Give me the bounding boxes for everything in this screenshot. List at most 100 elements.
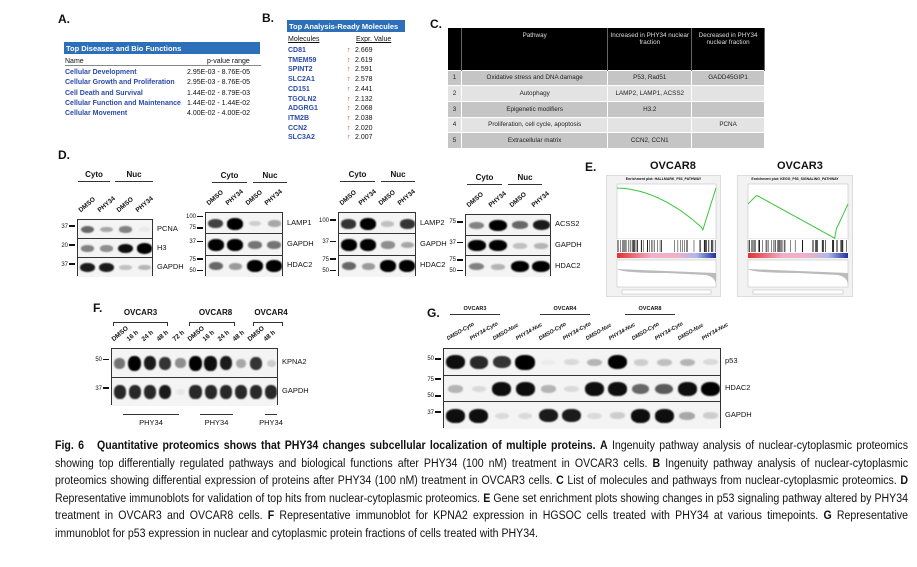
protein-band (655, 409, 674, 423)
protein-band (489, 220, 507, 231)
expr-value: 2.038 (355, 115, 373, 122)
panel-label-b: B. (262, 11, 274, 25)
protein-band (100, 245, 113, 251)
protein-label: GAPDH (555, 240, 582, 249)
gsea-chart (607, 176, 722, 298)
protein-band (265, 385, 277, 399)
caption-panel-text: Representative immunoblots for validatio… (55, 491, 480, 505)
up-arrow-icon: ↑ (347, 57, 351, 64)
protein-band (678, 382, 697, 396)
protein-label: HDAC2 (420, 260, 445, 269)
expr-value: 2.578 (355, 76, 373, 83)
group-nuc-d3: Nuc (381, 170, 415, 182)
increased-molecules: LAMP2, LAMP1, ACSS2 (608, 86, 692, 102)
pathway-row: 1 Oxidative stress and DNA damage P53, Rad… (448, 70, 765, 86)
caption-panel-text: List of molecules and pathways from nucl… (567, 473, 896, 487)
panel-b-column-headers: Molecules Expr. Value (288, 36, 320, 43)
protein-band (657, 359, 672, 366)
expr-value: 2.020 (355, 125, 373, 132)
p-value-range: 2.95E-03 - 8.76E-05 (187, 79, 250, 86)
protein-band (248, 241, 262, 249)
mw-marker: 50 (443, 268, 463, 274)
pathway-name: Proliferation, cell cycle, apoptosis (461, 117, 607, 133)
protein-band (267, 241, 281, 249)
protein-band (448, 385, 463, 393)
lane-label: DMSO (77, 196, 96, 214)
panel-label-a: A. (58, 12, 70, 26)
protein-band (144, 356, 156, 370)
protein-band (608, 382, 627, 396)
protein-band (119, 265, 131, 270)
protein-band (541, 360, 555, 366)
protein-band (516, 382, 535, 396)
blot-row (78, 220, 152, 239)
caption-panel-letter: D (900, 473, 908, 487)
protein-band (189, 385, 201, 399)
protein-band (205, 385, 217, 399)
lane-label: 72 h (171, 329, 185, 343)
protein-band (489, 240, 507, 251)
expr-value-column-header: Expr. Value (356, 36, 391, 43)
column-header (448, 28, 462, 70)
protein-label: LAMP1 (287, 218, 312, 227)
caption-panel-letter: G (823, 508, 831, 522)
expr-value: 2.132 (355, 96, 373, 103)
mw-marker: 75 (443, 219, 463, 225)
protein-band (266, 260, 282, 272)
protein-band (533, 220, 550, 230)
lane-label: DMSO (247, 325, 266, 343)
protein-band (144, 385, 156, 399)
mw-marker: 50 (89, 357, 109, 363)
lane-label: PHY34 (530, 190, 550, 209)
molecule-row: ADGRG1 ↑ 2.068 (288, 105, 318, 112)
gsea-chart (738, 176, 854, 298)
column-header: Increased in PHY34 nuclear fraction (608, 28, 692, 70)
lane-label: PHY34 (225, 188, 245, 207)
protein-band (585, 382, 604, 396)
protein-label: GAPDH (725, 410, 752, 419)
protein-band (469, 409, 488, 423)
up-arrow-icon: ↑ (347, 86, 351, 93)
protein-band (341, 239, 357, 251)
panel-label-g: G. (427, 306, 440, 320)
group-ovcar8-f: OVCAR8 (188, 308, 243, 319)
blot-row (339, 256, 415, 277)
blot-row (206, 234, 282, 255)
immunoblot-d2 (205, 212, 283, 276)
disease-function-row: Cellular Function and Maintenance 1.44E-0… (65, 100, 181, 107)
protein-band (267, 360, 277, 367)
p-value-range: 4.00E-02 - 4.00E-02 (187, 110, 250, 117)
molecule-row: TGOLN2 ↑ 2.132 (288, 96, 316, 103)
protein-band (176, 389, 185, 395)
protein-band (250, 385, 262, 399)
up-arrow-icon: ↑ (347, 105, 351, 112)
lane-label: DMSO (466, 191, 485, 209)
caption-panel-letter: C (556, 473, 564, 487)
blot-row (206, 256, 282, 277)
row-number: 2 (448, 86, 462, 102)
protein-band (119, 226, 132, 233)
pathway-row: 3 Epigenetic modifiers H3.2 (448, 101, 765, 117)
increased-molecules: P53, Rad51 (608, 70, 692, 86)
protein-band (159, 385, 171, 399)
diseases-functions-header: Top Diseases and Bio Functions (64, 42, 260, 54)
bracket-ovcar3 (113, 322, 168, 326)
protein-band (99, 263, 114, 272)
disease-function-row: Cell Death and Survival 1.44E-02 - 8.79E-… (65, 90, 143, 97)
group-ovcar4-g: OVCAR4 (540, 306, 590, 315)
up-arrow-icon: ↑ (347, 47, 351, 54)
group-ovcar8-g: OVCAR8 (625, 306, 675, 315)
name-column-header: Name (65, 58, 84, 65)
protein-band (137, 243, 152, 253)
lane-label: 24 h (217, 329, 231, 343)
protein-band (175, 358, 186, 368)
pathway-name: Extracellular matrix (461, 133, 607, 149)
expr-value: 2.068 (355, 105, 373, 112)
lane-label: PHY34 (96, 195, 116, 214)
underline-phy34 (123, 414, 179, 415)
expr-value: 2.669 (355, 47, 373, 54)
protein-band (362, 263, 375, 270)
protein-band (189, 356, 202, 371)
expr-value: 2.441 (355, 86, 373, 93)
protein-label: HDAC2 (555, 261, 580, 270)
